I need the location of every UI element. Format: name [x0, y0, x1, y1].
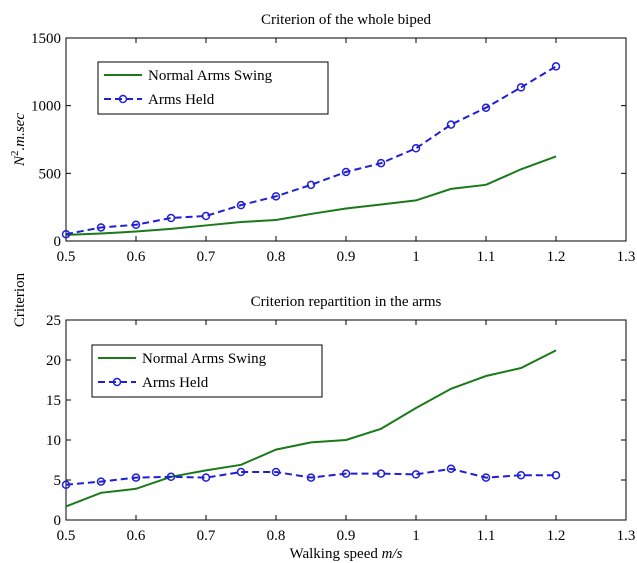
chart-2-series-2-point: [131, 473, 141, 482]
chart-2-series-2-point: [481, 473, 491, 482]
chart-1-xtick-label: 0.8: [267, 249, 286, 265]
chart-2-xtick-label: 1.1: [477, 528, 496, 544]
chart-2-xtick-label: 0.7: [197, 528, 216, 544]
chart-2-xtick-label: 1: [412, 528, 420, 544]
chart-2-xtick-label: 0.9: [337, 528, 356, 544]
chart-1-legend-marker-2: [118, 94, 128, 104]
chart-1-series-2-point: [96, 223, 106, 232]
chart-2-series-2-point: [61, 480, 71, 490]
chart-2-legend: Normal Arms Swing Arms Held: [91, 344, 323, 398]
chart-1-ylabel: N2.m.sec: [9, 113, 28, 167]
chart-2-series-2-point: [306, 473, 316, 482]
chart-2-series-2-point: [516, 470, 526, 480]
chart-1-series-2-point: [201, 211, 211, 221]
chart-1-series-2-point: [306, 180, 316, 190]
chart-1-ytick-label: 1000: [31, 99, 61, 115]
chart-1-series-2-point: [166, 213, 176, 223]
chart-2-series-2-point: [376, 469, 386, 478]
chart-1-ytick-label: 500: [39, 166, 62, 182]
chart-2-legend-label-1: Normal Arms Swing: [142, 351, 267, 367]
chart-2-xtick-label: 1.2: [547, 528, 566, 544]
chart-2-series-2-point: [551, 470, 561, 480]
chart-2-ytick-label: 5: [54, 473, 62, 489]
chart-1-series-2-point: [341, 167, 351, 177]
chart-2-series-2-point: [236, 467, 246, 477]
chart-2-legend-label-2: Arms Held: [142, 375, 209, 391]
chart-2-legend-marker-2: [112, 377, 122, 387]
chart-1-series-2-point: [411, 144, 421, 153]
chart-2-legend-box: [91, 344, 323, 398]
chart-1-title: Criterion of the whole biped: [261, 12, 431, 28]
chart-panel-2: Criterion repartition in the arms 0.5 0.6 0…: [12, 272, 635, 562]
chart-2-series-line-1: [65, 349, 557, 508]
chart-1-series-line-2: [65, 65, 557, 236]
chart-panel-1: Criterion of the whole biped 0.5 0.6 0.7 0.8…: [9, 12, 635, 265]
chart-2-series-line-2: [65, 467, 556, 486]
chart-1-xtick-label: 0.7: [197, 249, 216, 265]
chart-2-ytick-label: 15: [46, 393, 61, 409]
chart-2-xlabel: Walking speed m/s: [290, 546, 403, 562]
chart-1-legend-label-2: Arms Held: [148, 92, 215, 108]
chart-1-legend-box: [97, 61, 329, 115]
chart-1-series-2-point: [131, 220, 141, 230]
chart-2-title: Criterion repartition in the arms: [251, 294, 442, 310]
chart-1-xtick-label: 1.3: [617, 249, 636, 265]
chart-2-series-2-point: [411, 470, 421, 479]
chart-1-series-2-point: [446, 120, 456, 129]
chart-1-series-line-1: [65, 155, 557, 236]
chart-1-xtick-label: 1.2: [547, 249, 566, 265]
chart-1-xtick-label: 1.1: [477, 249, 496, 265]
chart-1-xtick-label: 0.5: [57, 249, 76, 265]
chart-2-series-2-point: [96, 477, 106, 486]
chart-1-legend-label-1: Normal Arms Swing: [148, 68, 273, 84]
chart-1-xtick-label: 0.9: [337, 249, 356, 265]
chart-1-ytick-label: 1500: [31, 31, 61, 47]
chart-1-legend: Normal Arms Swing Arms Held: [97, 61, 329, 115]
chart-2-series-2-point: [166, 472, 176, 482]
chart-2-series-2-point: [341, 469, 351, 478]
chart-1-series-2-point: [61, 229, 71, 239]
chart-2-ytick-label: 25: [46, 313, 61, 329]
chart-1-ytick-label: 0: [54, 234, 62, 250]
chart-2-ytick-label: 10: [46, 433, 61, 449]
chart-2-xtick-label: 0.5: [57, 528, 76, 544]
chart-1-series-2-point: [551, 62, 561, 71]
chart-2-series-2-point: [271, 467, 281, 477]
chart-1-series-2-point: [236, 200, 246, 210]
chart-2-series-2-point: [446, 464, 456, 474]
chart-2-series-2-point: [201, 473, 211, 482]
chart-2-ylabel: Criterion: [12, 272, 28, 327]
chart-1-series-2-point: [481, 103, 491, 112]
chart-2-xtick-label: 1.3: [617, 528, 636, 544]
chart-1-series-2-point: [516, 83, 526, 92]
chart-1-xtick-label: 1: [412, 249, 420, 265]
chart-2-ytick-label: 20: [46, 353, 61, 369]
chart-2-xtick-label: 0.8: [267, 528, 286, 544]
chart-1-series-2-point: [376, 158, 386, 168]
chart-2-xtick-label: 0.6: [127, 528, 146, 544]
chart-1-series-2-point: [271, 192, 281, 201]
chart-2-ytick-label: 0: [54, 513, 62, 529]
chart-1-xtick-label: 0.6: [127, 249, 146, 265]
